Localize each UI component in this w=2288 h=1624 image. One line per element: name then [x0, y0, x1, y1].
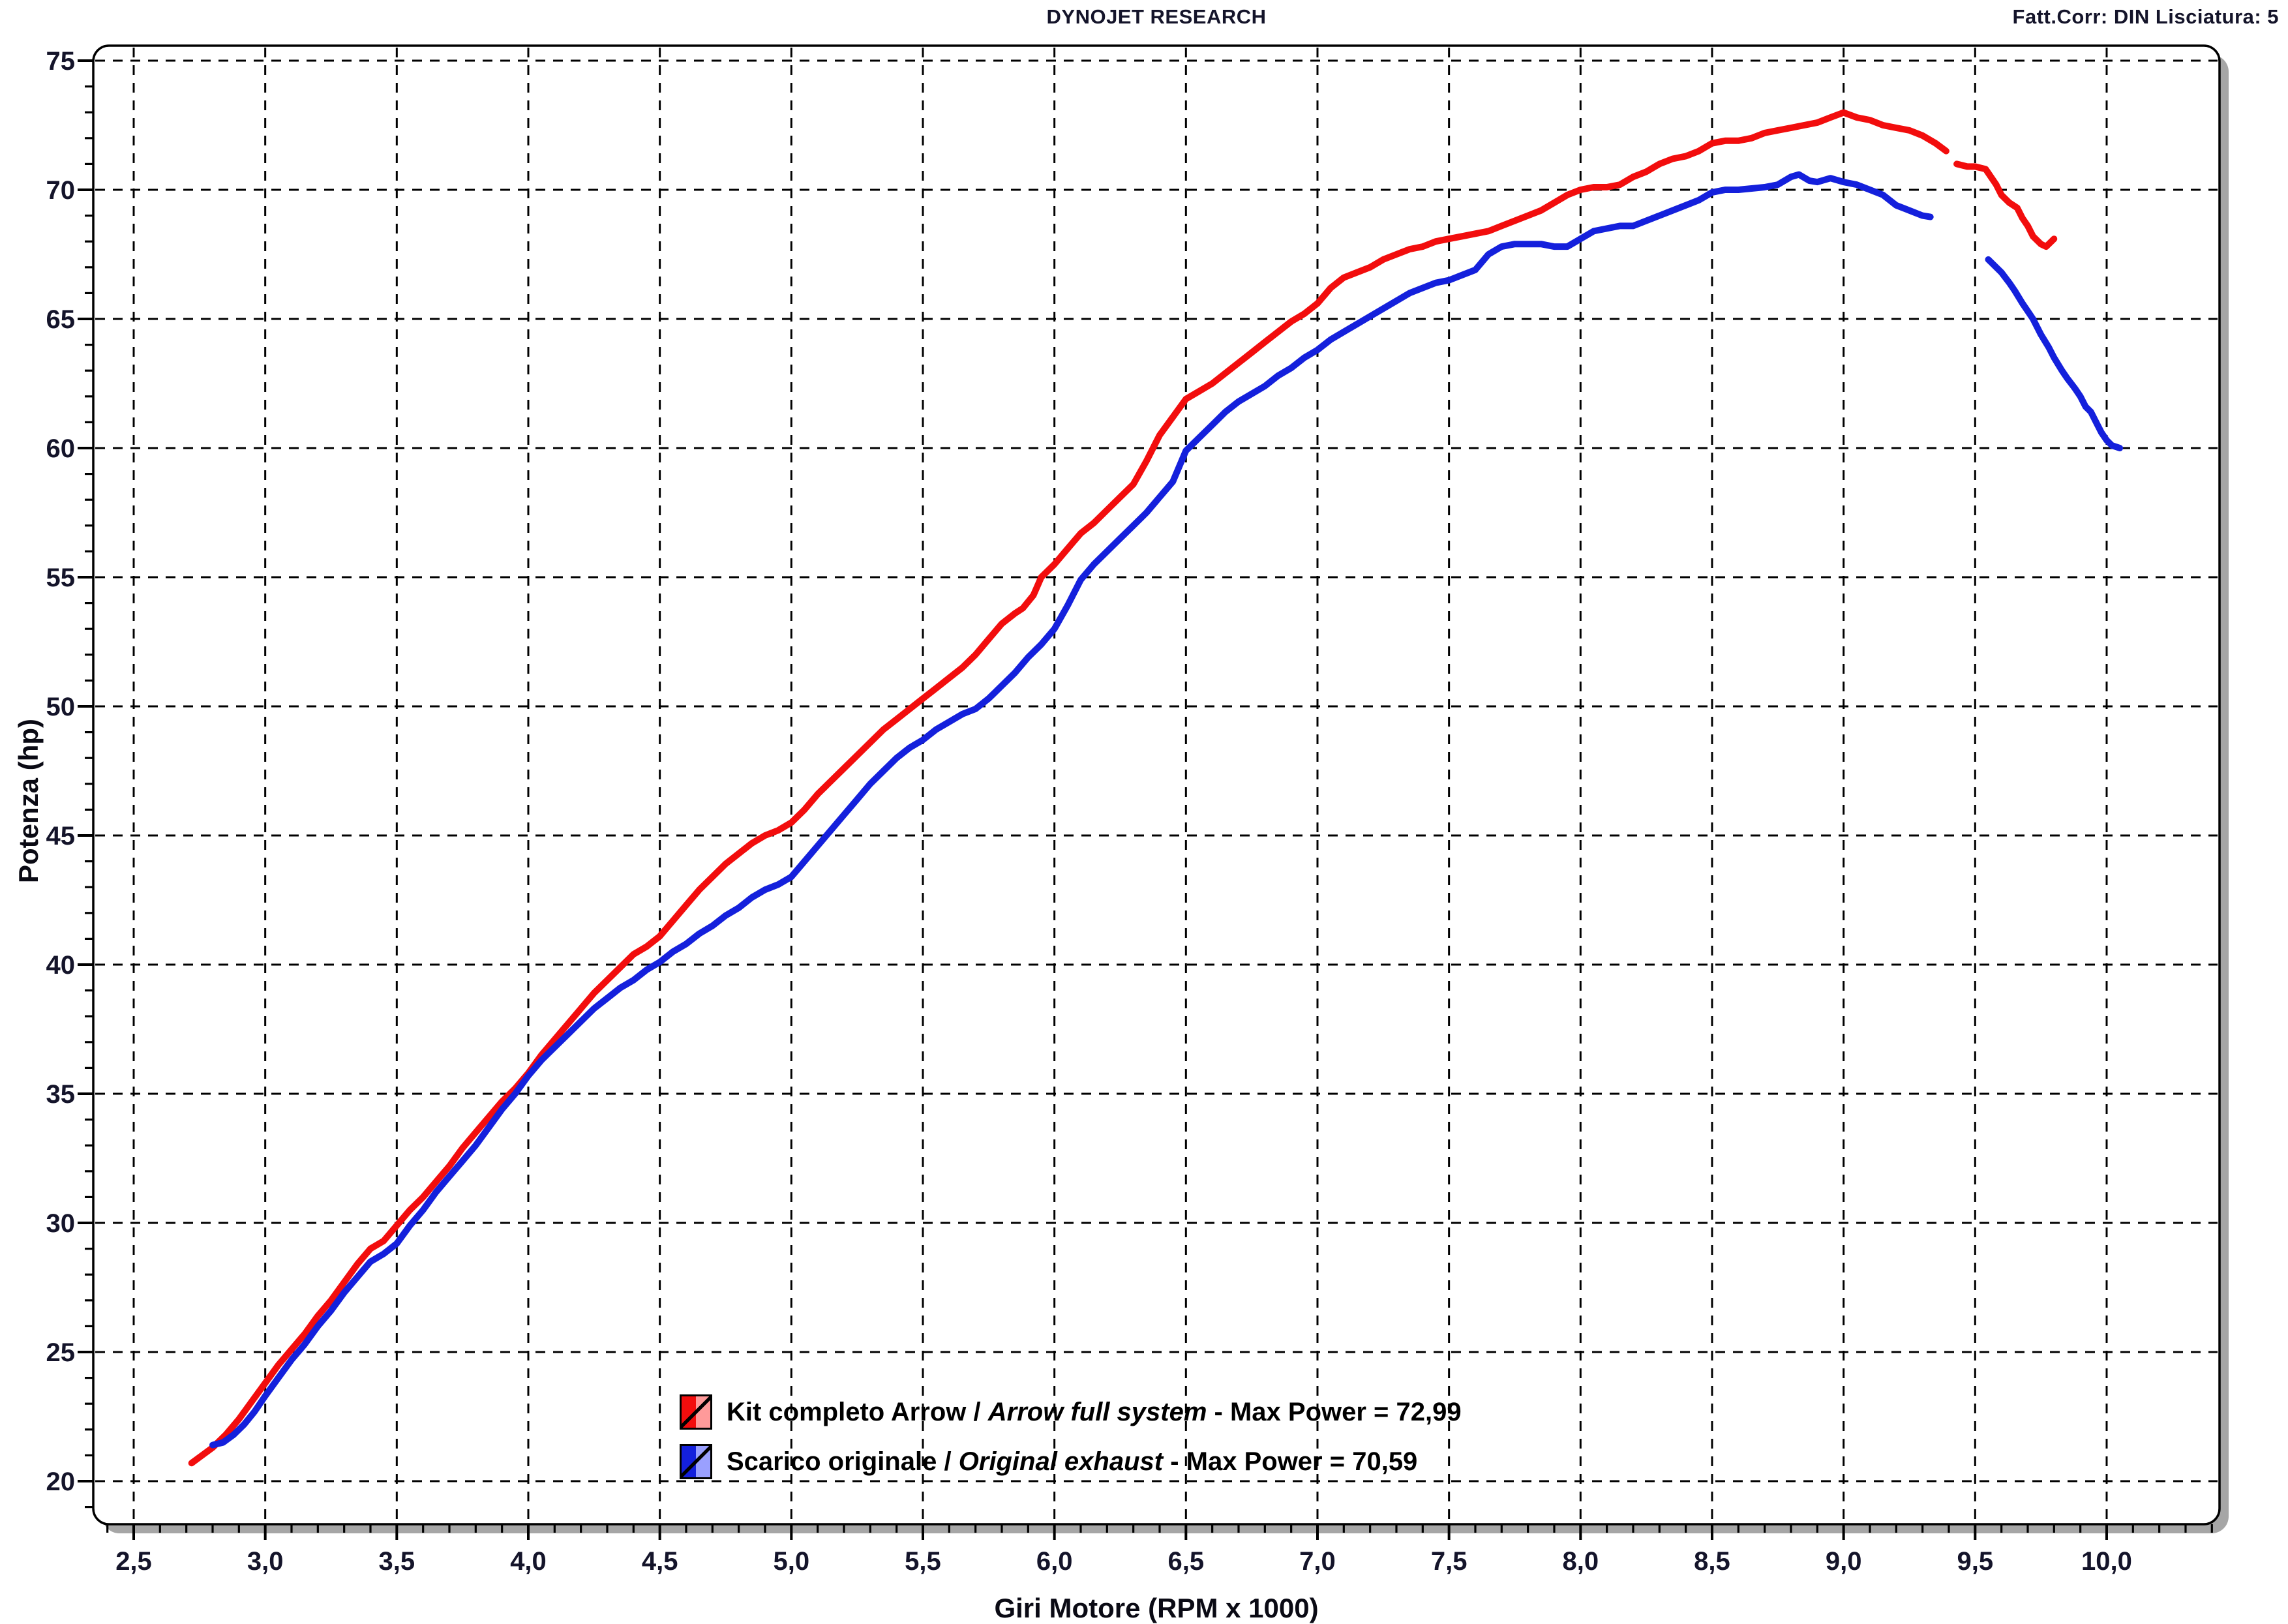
svg-text:35: 35 [46, 1080, 76, 1109]
y-axis-title: Potenza (hp) [13, 719, 44, 883]
page-title: DYNOJET RESEARCH [1046, 5, 1267, 28]
svg-text:20: 20 [46, 1467, 76, 1496]
svg-text:9,5: 9,5 [1957, 1547, 1994, 1576]
svg-text:8,0: 8,0 [1563, 1547, 1599, 1576]
svg-text:60: 60 [46, 434, 76, 463]
legend-item-arrow-kit: Kit completo Arrow / Arrow full system -… [680, 1393, 1462, 1431]
svg-text:4,5: 4,5 [642, 1547, 678, 1576]
svg-text:25: 25 [46, 1338, 76, 1367]
svg-text:7,5: 7,5 [1431, 1547, 1468, 1576]
svg-text:65: 65 [46, 305, 76, 334]
svg-text:4,0: 4,0 [510, 1547, 547, 1576]
svg-text:55: 55 [46, 564, 76, 592]
svg-text:75: 75 [46, 47, 76, 76]
svg-text:2,5: 2,5 [115, 1547, 152, 1576]
svg-text:45: 45 [46, 822, 76, 850]
svg-text:5,0: 5,0 [774, 1547, 810, 1576]
legend-label-original-exhaust: Scarico originale / Original exhaust - M… [727, 1447, 1418, 1476]
svg-text:70: 70 [46, 176, 76, 205]
svg-text:50: 50 [46, 693, 76, 721]
legend-swatch-arrow-kit [680, 1394, 712, 1430]
svg-text:8,5: 8,5 [1694, 1547, 1730, 1576]
legend-swatch-original-exhaust [680, 1444, 712, 1479]
legend-label-arrow-kit: Kit completo Arrow / Arrow full system -… [727, 1397, 1462, 1426]
svg-text:7,0: 7,0 [1299, 1547, 1336, 1576]
svg-text:40: 40 [46, 951, 76, 980]
svg-text:10,0: 10,0 [2081, 1547, 2132, 1576]
svg-text:3,5: 3,5 [379, 1547, 415, 1576]
correction-factor-info: Fatt.Corr: DIN Lisciatura: 5 [2012, 5, 2279, 28]
svg-text:5,5: 5,5 [905, 1547, 941, 1576]
svg-text:9,0: 9,0 [1826, 1547, 1862, 1576]
svg-text:6,5: 6,5 [1168, 1547, 1205, 1576]
svg-text:3,0: 3,0 [247, 1547, 284, 1576]
x-axis-title: Giri Motore (RPM x 1000) [994, 1593, 1319, 1623]
svg-text:30: 30 [46, 1209, 76, 1238]
legend-item-original-exhaust: Scarico originale / Original exhaust - M… [680, 1443, 1417, 1481]
svg-text:6,0: 6,0 [1036, 1547, 1073, 1576]
